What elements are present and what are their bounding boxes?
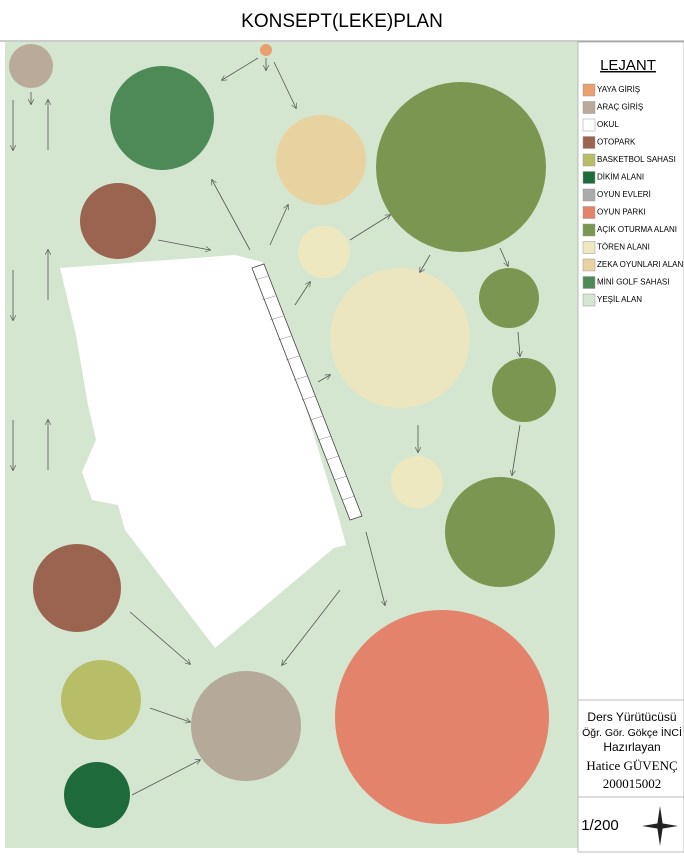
scale: 1/200 — [581, 817, 619, 834]
stair-lines — [254, 275, 356, 501]
legend-swatch — [582, 276, 596, 289]
legend-swatch — [582, 118, 596, 132]
legend-label: AÇIK OTURMA ALANI — [597, 225, 677, 234]
credit: Hatice GÜVENÇ — [586, 758, 677, 773]
credit: Ders Yürütücüsü — [587, 710, 676, 724]
stairs — [251, 263, 363, 521]
credit: 200015002 — [603, 776, 662, 791]
title: KONSEPT(LEKE)PLAN — [241, 11, 443, 32]
credit: Hazırlayan — [603, 740, 660, 754]
school-building — [60, 255, 346, 648]
legend-swatch — [582, 241, 596, 254]
legend-label: OTOPARK — [597, 138, 636, 147]
circles — [9, 44, 556, 828]
legend-items: YAYA GİRİŞ ARAÇ GİRİŞ OKUL OTOPARK BASKETBOL… — [582, 83, 684, 307]
legend-label: ARAÇ GİRİŞ — [597, 103, 643, 112]
legend-swatch — [582, 293, 596, 307]
legend-swatch — [582, 83, 596, 97]
credit: Öğr. Gör. Gökçe İNCİ — [582, 726, 682, 739]
legend-label: DİKİM ALANI — [597, 173, 644, 182]
legend-label: OKUL — [597, 120, 619, 129]
legend-title: LEJANT — [600, 57, 656, 74]
legend-swatch — [582, 223, 596, 237]
legend-swatch — [582, 101, 596, 114]
legend-swatch — [582, 136, 596, 149]
legend-swatch — [582, 153, 596, 167]
legend-panel — [577, 41, 684, 853]
legend-label: MİNİ GOLF SAHASI — [597, 278, 669, 287]
legend-label: YAYA GİRİŞ — [597, 85, 640, 94]
arrows — [13, 57, 520, 796]
legend-label: YEŞİL ALAN — [597, 295, 642, 304]
legend-label: OYUN EVLERİ — [597, 190, 651, 199]
legend-label: ZEKA OYUNLARI ALANI — [597, 260, 684, 269]
north-arrow — [642, 806, 678, 846]
legend-swatch — [582, 258, 596, 272]
legend-label: OYUN PARKI — [597, 208, 646, 217]
legend-swatch — [582, 171, 596, 184]
legend-label: BASKETBOL SAHASI — [597, 155, 676, 164]
legend-swatch — [582, 188, 596, 202]
legend-label: TÖREN ALANI — [597, 243, 650, 252]
legend-swatch — [582, 206, 596, 219]
